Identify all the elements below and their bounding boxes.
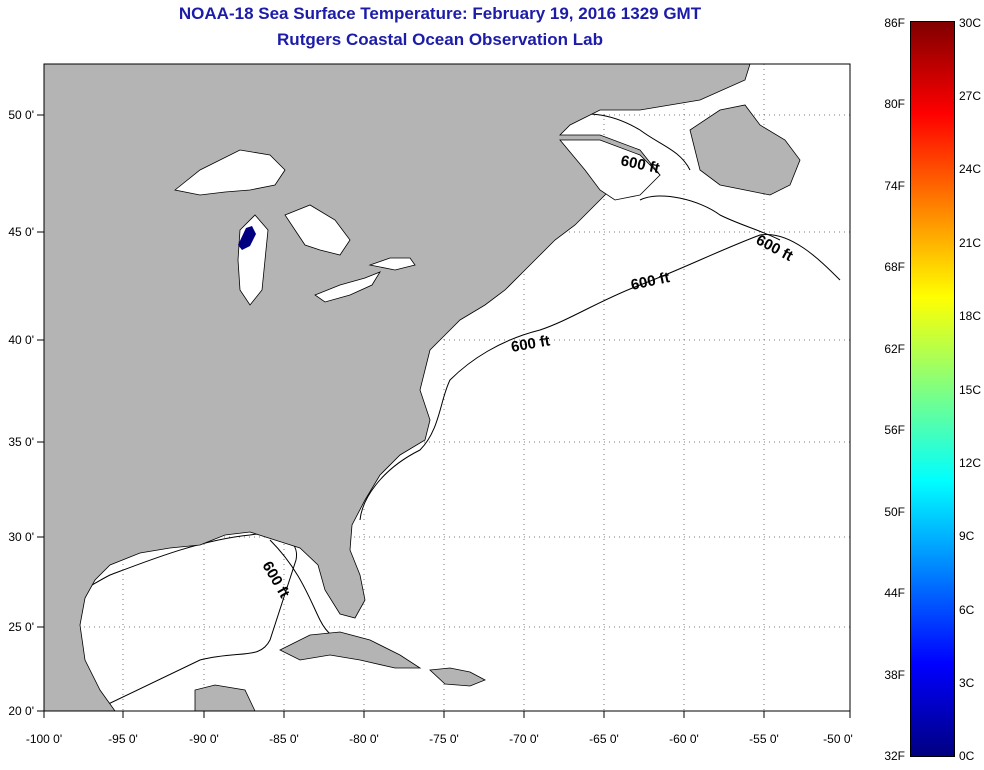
colorbar-c-label: 9C	[959, 529, 975, 543]
colorbar-f-label: 62F	[884, 342, 905, 356]
map-subtitle: Rutgers Coastal Ocean Observation Lab	[277, 30, 603, 49]
lake-erie	[314, 271, 381, 303]
colorbar-c-label: 27C	[959, 89, 982, 103]
lon-label: -80 0'	[349, 732, 379, 746]
lon-label: -85 0'	[269, 732, 299, 746]
lat-label: 35 0'	[8, 435, 34, 449]
lon-label: -65 0'	[589, 732, 619, 746]
axis-ticks	[37, 114, 851, 718]
lon-label: -100 0'	[26, 732, 62, 746]
lake-huron	[284, 204, 351, 256]
lon-label: -55 0'	[749, 732, 779, 746]
temperature-colorbar	[910, 21, 955, 757]
colorbar-c-label: 18C	[959, 309, 982, 323]
colorbar-c-label: 0C	[959, 749, 975, 763]
map-frame	[43, 63, 851, 712]
lon-label: -75 0'	[429, 732, 459, 746]
lon-label: -70 0'	[509, 732, 539, 746]
colorbar-c-label: 30C	[959, 16, 982, 30]
colorbar-c-label: 3C	[959, 676, 975, 690]
lat-label: 40 0'	[8, 333, 34, 347]
north-america-land	[43, 63, 751, 712]
colorbar-f-label: 38F	[884, 668, 905, 682]
lat-label: 20 0'	[8, 704, 34, 718]
colorbar-c-label: 6C	[959, 603, 975, 617]
lat-label: 50 0'	[8, 108, 34, 122]
depth-label-600ft-4: 600 ft	[510, 332, 552, 356]
map-title: NOAA-18 Sea Surface Temperature: Februar…	[178, 4, 702, 23]
colorbar-c-label: 24C	[959, 162, 982, 176]
newfoundland-land	[689, 104, 801, 196]
gulf-st-lawrence	[559, 139, 661, 201]
lon-label: -50 0'	[823, 732, 853, 746]
colorbar-f-label: 50F	[884, 505, 905, 519]
colorbar-f-label: 32F	[884, 749, 905, 763]
lat-label: 30 0'	[8, 530, 34, 544]
colorbar-f-label: 86F	[884, 16, 905, 30]
lon-label: -60 0'	[669, 732, 699, 746]
colorbar-c-label: 12C	[959, 456, 982, 470]
lake-superior	[174, 149, 286, 196]
longitude-labels: -100 0' -95 0' -90 0' -85 0' -80 0' -75 …	[26, 732, 853, 746]
colorbar-f-label: 68F	[884, 260, 905, 274]
hispaniola-land	[429, 667, 486, 687]
colorbar-c-label: 15C	[959, 383, 982, 397]
colorbar-f-label: 56F	[884, 423, 905, 437]
lat-label: 25 0'	[8, 620, 34, 634]
lon-label: -95 0'	[108, 732, 138, 746]
colorbar-f-label: 80F	[884, 97, 905, 111]
latitude-labels: 50 0' 45 0' 40 0' 35 0' 30 0' 25 0' 20 0…	[8, 108, 34, 718]
land-masses	[43, 63, 801, 712]
lat-label: 45 0'	[8, 225, 34, 239]
sst-cold-patch	[238, 226, 256, 250]
lon-label: -90 0'	[189, 732, 219, 746]
great-lakes	[174, 139, 661, 306]
cuba-land	[279, 631, 422, 669]
colorbar-c-label: 21C	[959, 236, 982, 250]
colorbar-f-label: 44F	[884, 586, 905, 600]
colorbar-f-label: 74F	[884, 179, 905, 193]
lake-ontario	[368, 257, 416, 271]
